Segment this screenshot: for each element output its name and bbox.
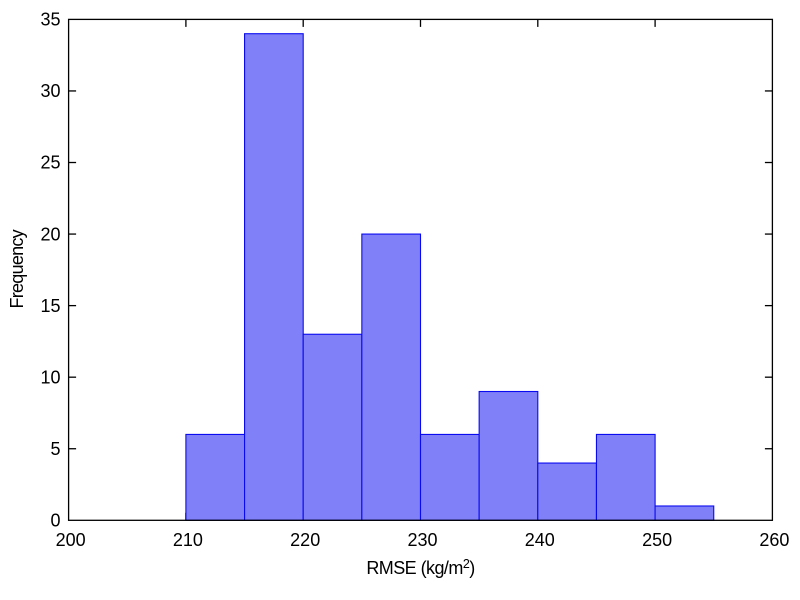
svg-text:15: 15 <box>40 296 60 316</box>
svg-text:25: 25 <box>40 153 60 173</box>
svg-text:10: 10 <box>40 367 60 387</box>
svg-text:200: 200 <box>56 530 86 550</box>
svg-text:210: 210 <box>173 530 203 550</box>
svg-text:260: 260 <box>759 530 789 550</box>
svg-text:30: 30 <box>40 81 60 101</box>
svg-text:250: 250 <box>642 530 672 550</box>
svg-text:230: 230 <box>407 530 437 550</box>
svg-text:5: 5 <box>50 439 60 459</box>
svg-text:35: 35 <box>40 10 60 30</box>
svg-text:Frequency: Frequency <box>7 229 27 308</box>
svg-text:220: 220 <box>290 530 320 550</box>
svg-text:0: 0 <box>50 511 60 531</box>
svg-text:20: 20 <box>40 224 60 244</box>
svg-text:RMSE (kg/m2): RMSE (kg/m2) <box>366 557 474 578</box>
svg-text:240: 240 <box>525 530 555 550</box>
